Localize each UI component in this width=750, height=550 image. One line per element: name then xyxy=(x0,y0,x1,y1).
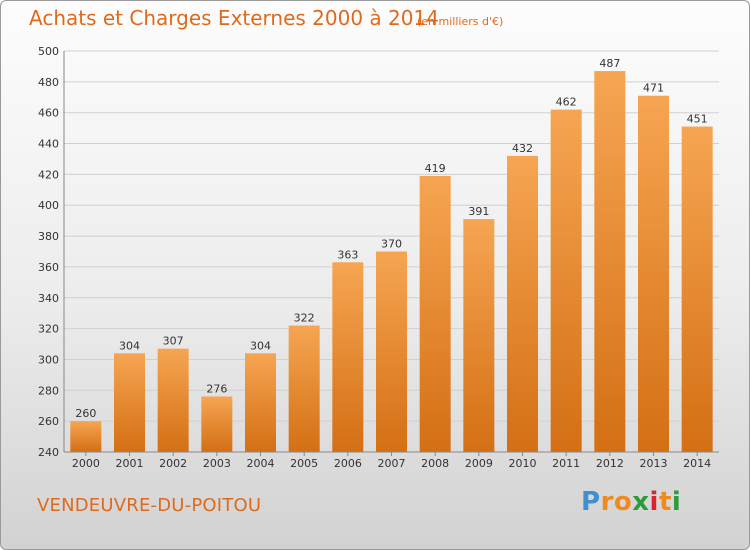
y-tick-label: 240 xyxy=(38,446,59,459)
bar xyxy=(507,155,538,452)
x-tick-label: 2014 xyxy=(683,457,711,470)
y-tick-label: 280 xyxy=(38,384,59,397)
bar xyxy=(550,109,582,452)
data-label: 419 xyxy=(425,162,446,175)
logo-letter: t xyxy=(658,487,672,517)
data-label: 451 xyxy=(687,113,708,126)
bar xyxy=(681,126,713,453)
x-tick-labels: 2000 2001 2002 2003 2004 2005 2006 2007 2008 2009… xyxy=(72,457,711,470)
y-tick-label: 380 xyxy=(38,230,59,243)
axes xyxy=(63,51,719,456)
data-labels: 260 304 307 276 304 322 363 370 419 391 432 462 487 4… xyxy=(75,57,707,420)
bar xyxy=(288,325,320,452)
y-tick-label: 460 xyxy=(38,107,59,120)
x-tick-label: 2000 xyxy=(72,457,100,470)
bar xyxy=(463,219,495,452)
data-label: 471 xyxy=(643,82,664,95)
x-tick-label: 2010 xyxy=(509,457,537,470)
data-label: 487 xyxy=(599,57,620,70)
x-tick-label: 2001 xyxy=(116,457,144,470)
commune-name: VENDEUVRE-DU-POITOU xyxy=(37,495,262,516)
x-tick-label: 2007 xyxy=(378,457,406,470)
data-label: 432 xyxy=(512,142,533,155)
x-tick-label: 2009 xyxy=(465,457,493,470)
x-tick-label: 2003 xyxy=(203,457,231,470)
logo-letter: r xyxy=(600,487,614,517)
bar xyxy=(419,175,451,452)
proxiti-logo: Proxiti xyxy=(581,487,681,517)
y-tick-label: 260 xyxy=(38,415,59,428)
logo-letter: P xyxy=(581,487,601,517)
bar xyxy=(245,353,276,452)
data-label: 276 xyxy=(206,382,227,395)
x-tick-label: 2004 xyxy=(247,457,275,470)
x-tick-label: 2012 xyxy=(596,457,624,470)
logo-letter: i xyxy=(649,487,659,517)
chart-title: Achats et Charges Externes 2000 à 2014 xyxy=(29,6,439,30)
y-tick-labels: 240 260 280 300 320 340 360 380 400 420 440 460 480 5… xyxy=(38,45,59,459)
data-label: 260 xyxy=(75,407,96,420)
data-label: 307 xyxy=(163,335,184,348)
bar xyxy=(594,71,626,453)
logo-letter: i xyxy=(671,487,682,517)
logo-letter: o xyxy=(613,487,633,517)
x-tick-label: 2005 xyxy=(290,457,318,470)
x-tick-label: 2002 xyxy=(159,457,187,470)
y-tick-label: 340 xyxy=(38,292,59,305)
data-label: 304 xyxy=(119,339,140,352)
x-tick-label: 2011 xyxy=(552,457,580,470)
y-tick-label: 320 xyxy=(38,323,59,336)
bar xyxy=(201,396,233,452)
data-label: 462 xyxy=(556,96,577,109)
data-label: 391 xyxy=(468,205,489,218)
y-tick-label: 420 xyxy=(38,168,59,181)
data-label: 363 xyxy=(337,248,358,261)
x-tick-label: 2008 xyxy=(421,457,449,470)
x-tick-label: 2013 xyxy=(640,457,668,470)
data-label: 370 xyxy=(381,238,402,251)
y-tick-label: 400 xyxy=(38,199,59,212)
bar xyxy=(157,348,189,452)
logo-letter: x xyxy=(632,487,650,517)
bar xyxy=(70,421,102,452)
y-tick-label: 440 xyxy=(38,138,59,151)
bar xyxy=(332,262,364,452)
bar xyxy=(376,251,407,452)
data-label: 304 xyxy=(250,339,271,352)
chart-unit: (en milliers d'€) xyxy=(417,15,504,28)
y-tick-label: 360 xyxy=(38,261,59,274)
y-tick-label: 480 xyxy=(38,76,59,89)
y-tick-label: 300 xyxy=(38,353,59,366)
bar xyxy=(638,95,669,452)
bar xyxy=(114,353,145,452)
data-label: 322 xyxy=(294,312,315,325)
y-tick-label: 500 xyxy=(38,45,59,58)
bars xyxy=(70,71,713,453)
x-tick-label: 2006 xyxy=(334,457,362,470)
